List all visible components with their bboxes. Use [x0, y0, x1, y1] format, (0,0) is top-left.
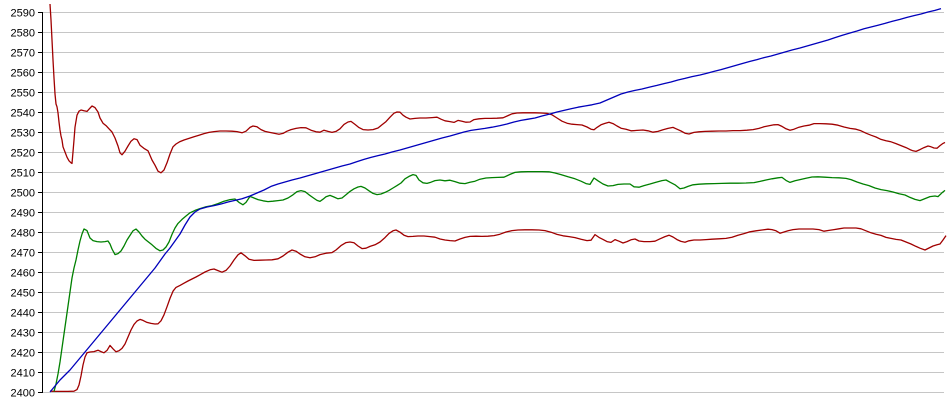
series-middle-band-line	[53, 170, 946, 392]
y-axis-label: 2520	[11, 148, 35, 160]
y-axis-label: 2550	[11, 88, 35, 100]
y-axis-label: 2560	[11, 68, 35, 80]
y-axis-label: 2570	[11, 48, 35, 60]
y-axis-label: 2430	[11, 328, 35, 340]
y-axis-label: 2470	[11, 248, 35, 260]
y-axis-label: 2440	[11, 308, 35, 320]
y-axis-label: 2530	[11, 128, 35, 140]
y-axis-label: 2400	[11, 388, 35, 400]
y-axis-label: 2450	[11, 288, 35, 300]
y-axis-label: 2480	[11, 228, 35, 240]
series-lower-band-line	[49, 227, 947, 393]
y-axis-label: 2410	[11, 368, 35, 380]
y-axis-label: 2510	[11, 168, 35, 180]
y-axis-label: 2500	[11, 188, 35, 200]
series-upper-band-line	[49, 3, 946, 174]
y-axis-label: 2420	[11, 348, 35, 360]
y-axis-label: 2490	[11, 208, 35, 220]
y-axis-label: 2590	[11, 8, 35, 20]
series-main-line-line	[49, 7, 942, 393]
y-axis-label: 2540	[11, 108, 35, 120]
y-axis-label: 2460	[11, 268, 35, 280]
y-axis-label: 2580	[11, 28, 35, 40]
